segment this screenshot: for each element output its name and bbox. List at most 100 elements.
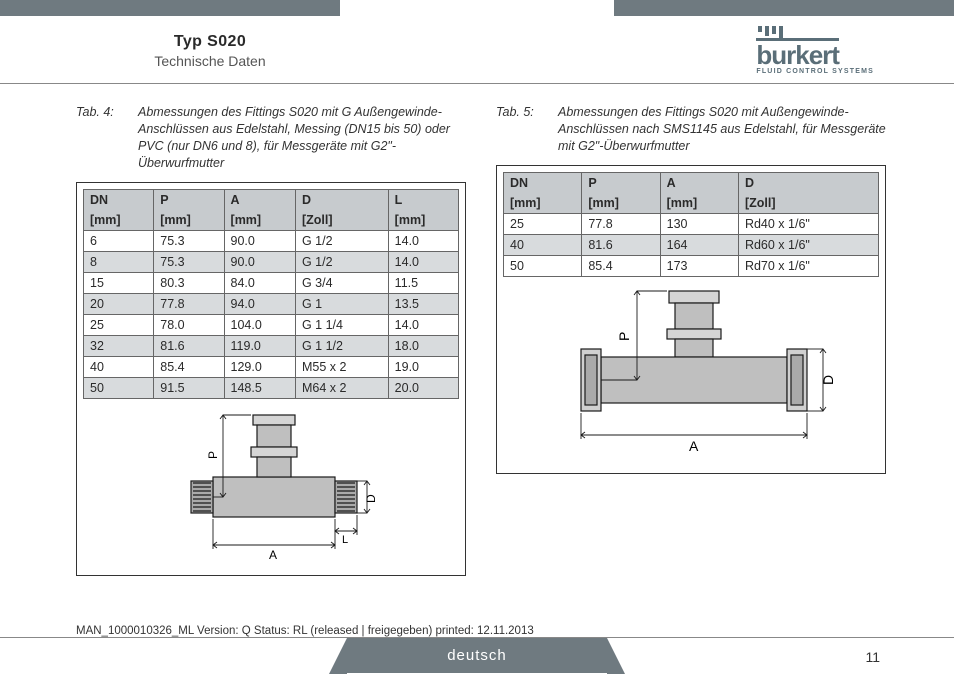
content: Tab. 4: Abmessungen des Fittings S020 mi… [76, 104, 886, 617]
right-column: Tab. 5: Abmessungen des Fittings S020 mi… [496, 104, 886, 617]
table-row: 4085.4129.0M55 x 219.0 [84, 356, 459, 377]
table-cell: G 1/2 [295, 230, 388, 251]
th: [mm] [660, 193, 738, 214]
table4-caption: Tab. 4: Abmessungen des Fittings S020 mi… [76, 104, 466, 172]
table-cell: 20.0 [388, 377, 458, 398]
table-row: 3281.6119.0G 1 1/218.0 [84, 335, 459, 356]
left-column: Tab. 4: Abmessungen des Fittings S020 mi… [76, 104, 466, 617]
table-cell: 77.8 [154, 293, 224, 314]
top-accent-left [0, 0, 340, 16]
logo-subtext: FLUID CONTROL SYSTEMS [756, 68, 874, 75]
table-row: 675.390.0G 1/214.0 [84, 230, 459, 251]
dim-p-label: P [206, 450, 220, 458]
caption-text: Abmessungen des Fittings S020 mit G Auße… [138, 104, 466, 172]
table-cell: 50 [504, 255, 582, 276]
table-cell: 14.0 [388, 314, 458, 335]
page-subtitle: Technische Daten [80, 53, 340, 69]
table-cell: 85.4 [582, 255, 660, 276]
brand-logo: burkert FLUID CONTROL SYSTEMS [756, 26, 874, 75]
table5-caption: Tab. 5: Abmessungen des Fittings S020 mi… [496, 104, 886, 155]
th: [Zoll] [738, 193, 878, 214]
table-cell: G 3/4 [295, 272, 388, 293]
table-cell: 8 [84, 251, 154, 272]
table-cell: 85.4 [154, 356, 224, 377]
table-cell: 14.0 [388, 230, 458, 251]
caption-text: Abmessungen des Fittings S020 mit Außeng… [558, 104, 886, 155]
table-cell: 148.5 [224, 377, 295, 398]
table5-diagram: P D [503, 277, 879, 467]
table-cell: Rd70 x 1/6" [738, 255, 878, 276]
table-cell: 15 [84, 272, 154, 293]
th: [mm] [388, 210, 458, 231]
table-cell: 11.5 [388, 272, 458, 293]
th: P [582, 172, 660, 193]
th: [mm] [582, 193, 660, 214]
th: [mm] [154, 210, 224, 231]
th: A [660, 172, 738, 193]
table-cell: 90.0 [224, 230, 295, 251]
th: [mm] [224, 210, 295, 231]
table-cell: 6 [84, 230, 154, 251]
table-cell: 32 [84, 335, 154, 356]
table-cell: 78.0 [154, 314, 224, 335]
table-row: 1580.384.0G 3/411.5 [84, 272, 459, 293]
caption-number: Tab. 5: [496, 104, 548, 155]
dim-a-label: A [269, 548, 277, 562]
table-cell: 18.0 [388, 335, 458, 356]
table-cell: Rd60 x 1/6" [738, 234, 878, 255]
table5: DN P A D [mm] [mm] [mm] [Zoll] 2577.8130… [503, 172, 879, 277]
footer-meta: MAN_1000010326_ML Version: Q Status: RL … [76, 625, 534, 637]
table-cell: G 1 1/2 [295, 335, 388, 356]
dim-d-label: D [364, 494, 378, 503]
table-cell: 164 [660, 234, 738, 255]
table-row: 5085.4173Rd70 x 1/6" [504, 255, 879, 276]
footer: deutsch [0, 637, 954, 673]
th: L [388, 189, 458, 210]
th: A [224, 189, 295, 210]
table-cell: 20 [84, 293, 154, 314]
th: D [295, 189, 388, 210]
dim-p-label: P [616, 331, 632, 340]
table-cell: 75.3 [154, 251, 224, 272]
table-cell: 25 [504, 213, 582, 234]
th: DN [84, 189, 154, 210]
table-row: 875.390.0G 1/214.0 [84, 251, 459, 272]
table-cell: 119.0 [224, 335, 295, 356]
th: P [154, 189, 224, 210]
table-cell: Rd40 x 1/6" [738, 213, 878, 234]
table-row: 2077.894.0G 113.5 [84, 293, 459, 314]
th: DN [504, 172, 582, 193]
table-cell: 40 [504, 234, 582, 255]
table-cell: G 1/2 [295, 251, 388, 272]
table-cell: 40 [84, 356, 154, 377]
th: [mm] [84, 210, 154, 231]
table-cell: 13.5 [388, 293, 458, 314]
th: [mm] [504, 193, 582, 214]
dim-d-label: D [820, 375, 836, 385]
table-cell: 173 [660, 255, 738, 276]
dim-l-label: L [342, 534, 348, 546]
table-row: 5091.5148.5M64 x 220.0 [84, 377, 459, 398]
table4: DN P A D L [mm] [mm] [mm] [Zoll] [mm] 67… [83, 189, 459, 399]
table-cell: 130 [660, 213, 738, 234]
dim-a-label: A [689, 438, 699, 454]
table-cell: 84.0 [224, 272, 295, 293]
table-cell: 129.0 [224, 356, 295, 377]
table-cell: 81.6 [154, 335, 224, 356]
th: D [738, 172, 878, 193]
table4-diagram: P D [83, 399, 459, 569]
language-tab: deutsch [347, 638, 607, 673]
table-cell: 91.5 [154, 377, 224, 398]
table4-box: DN P A D L [mm] [mm] [mm] [Zoll] [mm] 67… [76, 182, 466, 576]
page-number: 11 [865, 649, 880, 665]
table-cell: 90.0 [224, 251, 295, 272]
th: [Zoll] [295, 210, 388, 231]
logo-text: burkert [756, 38, 839, 68]
table-cell: M55 x 2 [295, 356, 388, 377]
table-row: 2577.8130Rd40 x 1/6" [504, 213, 879, 234]
top-accent-right [614, 0, 954, 16]
table-cell: 50 [84, 377, 154, 398]
page-title: Typ S020 [80, 33, 340, 51]
table-cell: G 1 1/4 [295, 314, 388, 335]
table-cell: 80.3 [154, 272, 224, 293]
